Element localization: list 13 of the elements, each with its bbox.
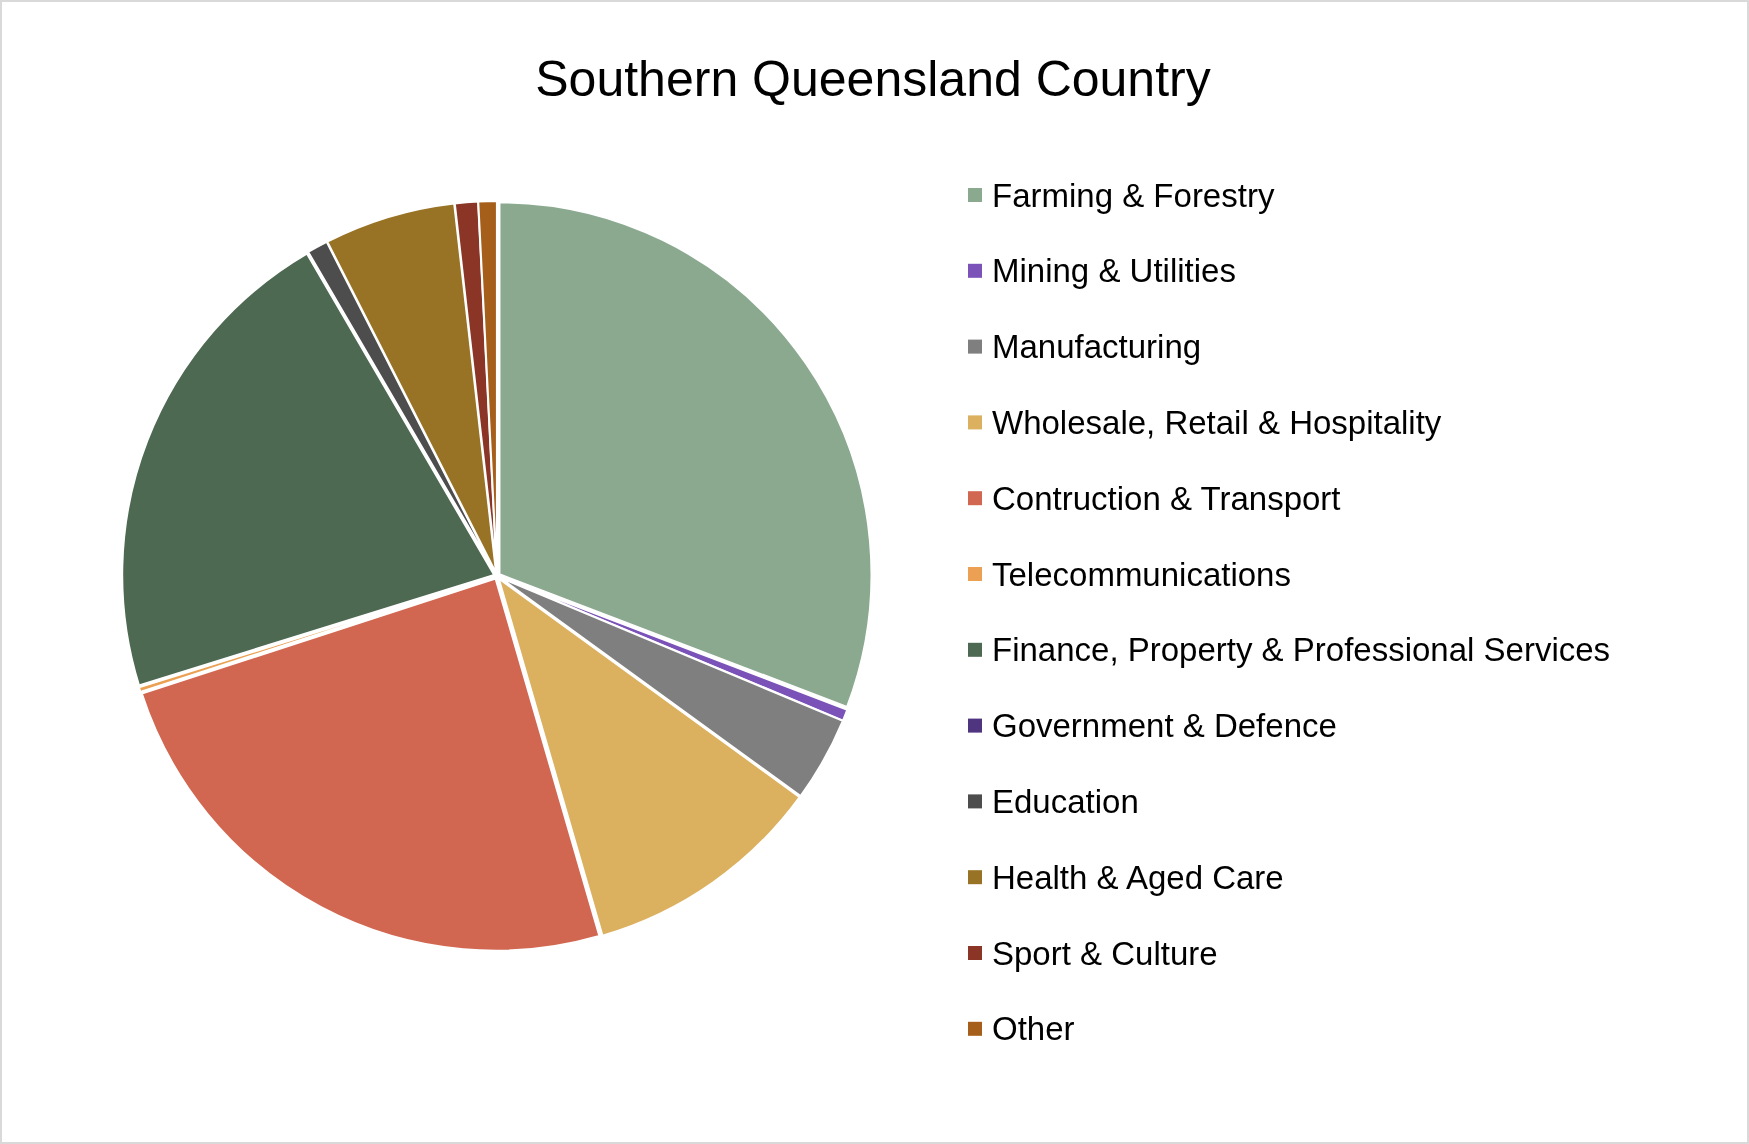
legend-label: Farming & Forestry (992, 176, 1275, 214)
legend-label: Government & Defence (992, 707, 1337, 745)
legend-label: Contruction & Transport (992, 479, 1341, 517)
legend-label: Finance, Property & Professional Services (992, 631, 1611, 669)
legend-label: Telecommunications (992, 555, 1291, 593)
legend-label: Mining & Utilities (992, 252, 1236, 290)
legend-label: Manufacturing (992, 328, 1202, 366)
legend-label: Education (992, 782, 1139, 820)
legend-label: Wholesale, Retail & Hospitality (992, 403, 1442, 441)
legend-label: Health & Aged Care (992, 858, 1284, 896)
legend-label: Other (992, 1010, 1075, 1048)
chart-title: Southern Queensland Country (535, 50, 1211, 107)
legend-label: Sport & Culture (992, 934, 1218, 972)
